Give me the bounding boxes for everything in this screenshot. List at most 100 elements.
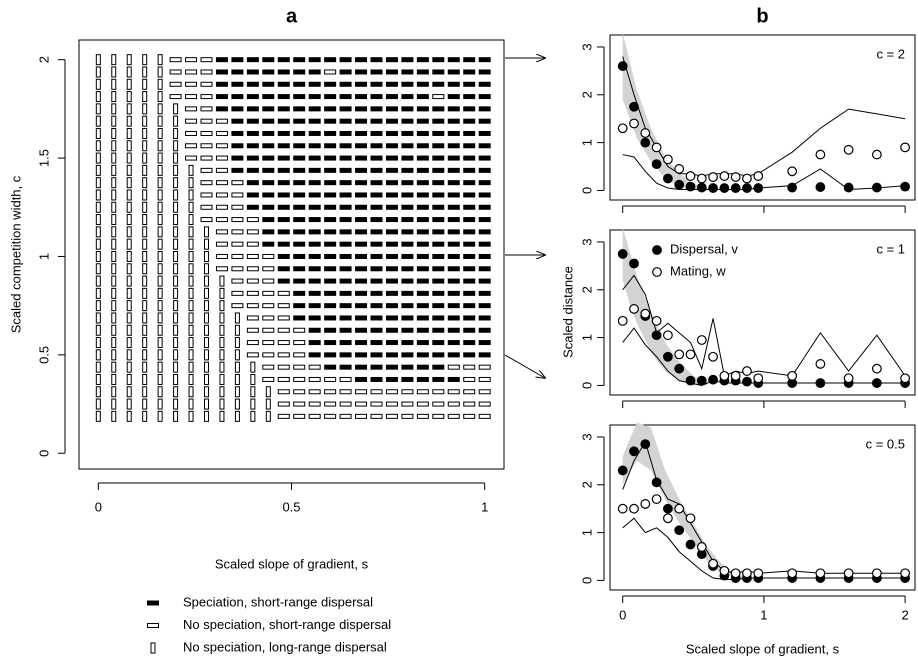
glyph (95, 91, 101, 103)
glyph (447, 327, 460, 333)
y-tick-label: 0 (579, 577, 594, 584)
glyph (463, 290, 476, 296)
glyph (339, 94, 352, 100)
glyph (370, 81, 383, 87)
glyph (463, 389, 476, 395)
glyph (126, 177, 132, 189)
glyph (111, 238, 117, 250)
glyph (95, 164, 101, 176)
glyph (339, 192, 352, 198)
glyph (231, 94, 244, 100)
glyph (246, 192, 259, 198)
glyph (173, 324, 179, 336)
point (685, 349, 696, 360)
glyph (416, 352, 429, 358)
glyph (339, 130, 352, 136)
legend-symbol (652, 267, 662, 277)
point (730, 568, 741, 579)
glyph (277, 143, 290, 149)
point (900, 181, 911, 192)
glyph (111, 337, 117, 349)
glyph (157, 263, 163, 275)
glyph (432, 352, 445, 358)
glyph (385, 155, 398, 161)
glyph (142, 214, 148, 226)
glyph (370, 303, 383, 309)
glyph (308, 340, 321, 346)
glyph (111, 263, 117, 275)
glyph (277, 278, 290, 284)
glyph (126, 386, 132, 398)
glyph (142, 127, 148, 139)
glyph (173, 361, 179, 373)
glyph (385, 253, 398, 259)
glyph (293, 303, 306, 309)
point (815, 149, 826, 160)
glyph (188, 164, 194, 176)
glyph (370, 155, 383, 161)
glyph (401, 266, 414, 272)
glyph (111, 275, 117, 287)
glyph (95, 373, 101, 385)
glyph (246, 315, 259, 321)
glyph (142, 410, 148, 422)
glyph (142, 263, 148, 275)
glyph (200, 217, 213, 223)
glyph (188, 250, 194, 262)
glyph (142, 312, 148, 324)
glyph (231, 266, 244, 272)
glyph (416, 81, 429, 87)
glyph (385, 376, 398, 382)
glyph (447, 389, 460, 395)
glyph (246, 57, 259, 63)
glyph (293, 81, 306, 87)
y-tick-label: 0.5 (36, 346, 51, 364)
glyph (293, 94, 306, 100)
glyph (432, 303, 445, 309)
x-tick-label: 1 (481, 499, 488, 514)
glyph (231, 278, 244, 284)
glyph (447, 94, 460, 100)
glyph (126, 214, 132, 226)
glyph (157, 398, 163, 410)
glyph (246, 217, 259, 223)
glyph (95, 189, 101, 201)
glyph (262, 69, 275, 75)
glyph (126, 275, 132, 287)
glyph (173, 164, 179, 176)
point (696, 542, 707, 552)
glyph (111, 250, 117, 262)
glyph (401, 81, 414, 87)
glyph (215, 167, 228, 173)
glyph (463, 253, 476, 259)
glyph (463, 229, 476, 235)
glyph (447, 352, 460, 358)
glyph (111, 103, 117, 115)
glyph (385, 290, 398, 296)
glyph (95, 238, 101, 250)
point (815, 378, 826, 388)
point (662, 503, 673, 514)
glyph (416, 180, 429, 186)
glyph (234, 337, 240, 349)
glyph (219, 349, 225, 361)
glyph (478, 401, 491, 407)
glyph (246, 180, 259, 186)
legend-symbol (150, 642, 156, 654)
glyph (447, 143, 460, 149)
glyph (265, 386, 271, 398)
glyph (277, 69, 290, 75)
glyph (324, 266, 337, 272)
glyph (370, 106, 383, 112)
glyph (126, 226, 132, 238)
glyph (293, 376, 306, 382)
point (871, 378, 882, 388)
glyph (219, 337, 225, 349)
glyph (416, 389, 429, 395)
glyph (173, 398, 179, 410)
glyph (324, 340, 337, 346)
glyph (401, 303, 414, 309)
glyph (385, 327, 398, 333)
glyph (95, 115, 101, 127)
y-tick-label: 2 (36, 56, 51, 63)
